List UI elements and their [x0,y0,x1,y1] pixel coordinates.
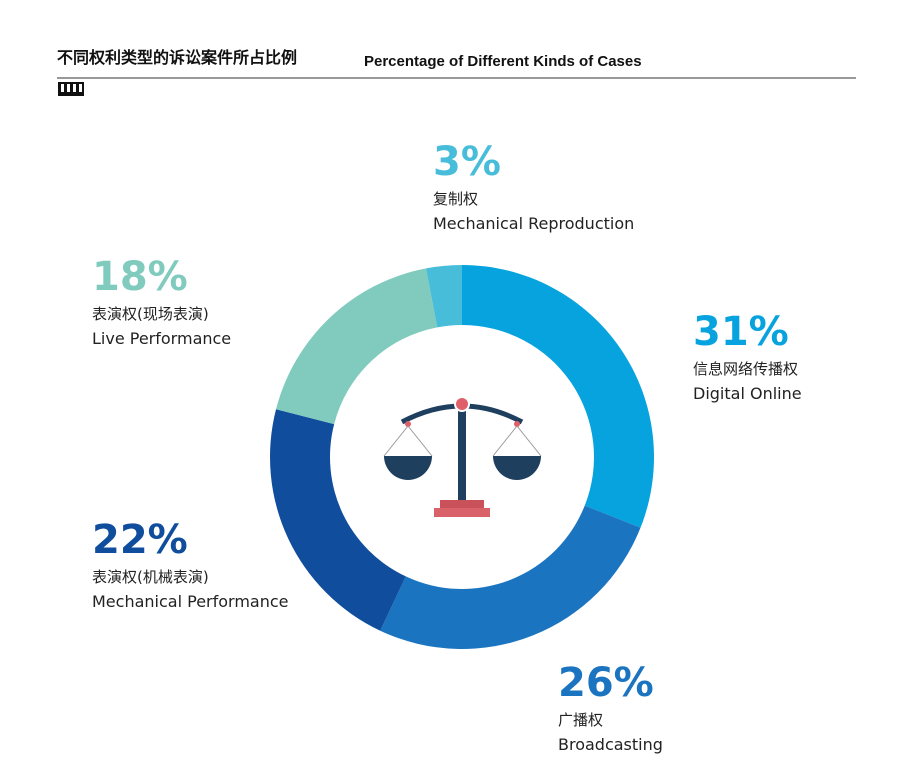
category-label-zh: 表演权(机械表演) [92,568,209,586]
category-label-zh: 信息网络传播权 [693,360,798,378]
scale-icon [383,396,542,517]
donut-slice [462,265,654,528]
category-label: Mechanical Performance [92,592,289,611]
chart-title: 不同权利类型的诉讼案件所占比例 [57,48,297,67]
category-label: Live Performance [92,329,231,348]
value-label: 3% [433,139,501,185]
value-label: 31% [693,309,789,355]
category-label-zh: 表演权(现场表演) [92,305,209,323]
value-label: 18% [92,254,188,300]
donut-slice [270,409,406,631]
logo-icon [58,82,84,96]
donut-slice [380,505,641,650]
category-label: Digital Online [693,384,802,403]
category-label-zh: 广播权 [558,711,603,729]
chart-subtitle: Percentage of Different Kinds of Cases [364,53,642,70]
donut-slice [276,268,438,425]
value-label: 22% [92,517,188,563]
category-label: Mechanical Reproduction [433,214,634,233]
category-label: Broadcasting [558,735,663,754]
category-label-zh: 复制权 [433,190,478,208]
donut-slice [426,265,462,328]
value-label: 26% [558,660,654,706]
